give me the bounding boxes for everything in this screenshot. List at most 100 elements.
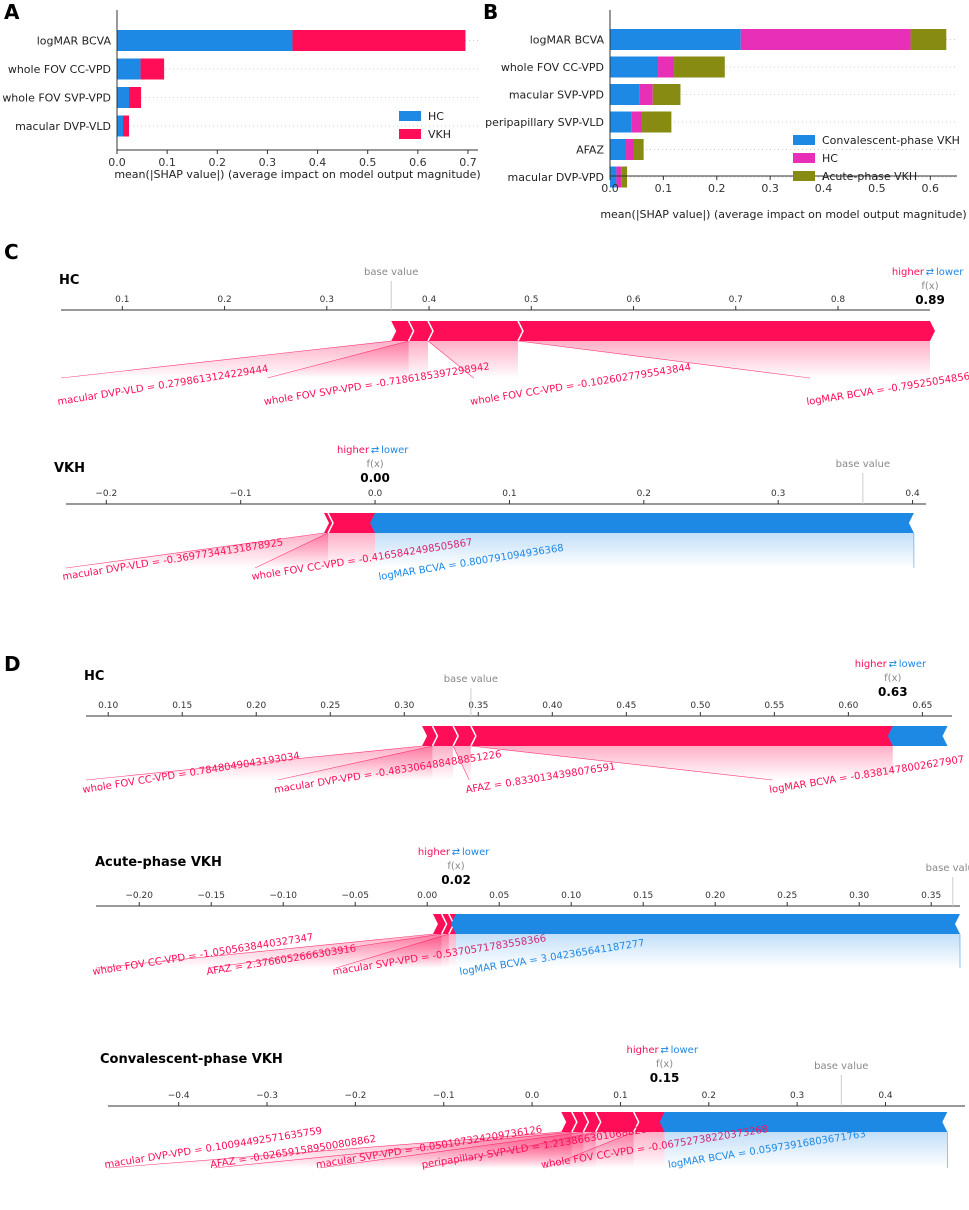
force-tick-label: −0.1	[230, 489, 252, 499]
lower-label: lower	[671, 1045, 699, 1056]
force-tick-label: 0.30	[849, 891, 869, 901]
class-name: HC	[59, 273, 79, 288]
force-plot-d-hc: HC 0.10 0.15 0.20 0.25 0.30 0.35 0.40 0.45 0.50 0.…	[82, 659, 965, 796]
lower-label: lower	[899, 659, 927, 670]
x-axis-label: mean(|SHAP value|) (average impact on mo…	[114, 168, 480, 181]
force-tick-label: 0.7	[729, 295, 743, 305]
chart-a: logMAR BCVA whole FOV CC-VPD whole FOV SVP…	[2, 10, 481, 181]
bar-vkh	[123, 115, 130, 137]
force-segment-red	[428, 321, 523, 341]
force-segment-blue	[887, 726, 948, 746]
label-fan-line	[60, 340, 392, 379]
label-fan-line	[544, 1131, 634, 1169]
force-tick-label: 0.65	[912, 701, 932, 711]
force-segment-red	[432, 726, 459, 746]
bar-hc	[117, 87, 130, 108]
force-tick-label: −0.15	[197, 891, 225, 901]
panel-label-d: D	[4, 652, 21, 676]
force-tick-label: 0.2	[637, 489, 651, 499]
force-segment-red	[324, 513, 334, 533]
label-fan	[470, 746, 893, 780]
force-tick-label: 0.3	[320, 295, 334, 305]
lower-label: lower	[381, 445, 409, 456]
force-tick-label: −0.3	[256, 1091, 278, 1101]
segment-divider	[582, 1111, 590, 1133]
force-tick-label: 0.1	[613, 1091, 627, 1101]
higher-label: higher	[337, 445, 370, 456]
force-tick-label: 0.10	[561, 891, 581, 901]
fx-label: f(x)	[447, 861, 464, 872]
bar-convalescent-phase-vkh	[610, 166, 617, 188]
x-tick-label: 0.4	[309, 156, 327, 169]
force-tick-label: 0.20	[705, 891, 725, 901]
force-tick-label: 0.00	[417, 891, 437, 901]
label-fan	[517, 341, 930, 378]
bar-vkh	[129, 87, 142, 108]
bar-convalescent-phase-vkh	[610, 84, 640, 105]
force-tick-label: 0.50	[690, 701, 710, 711]
force-tick-label: −0.10	[269, 891, 297, 901]
legend-entry: Convalescent-phase VKH	[822, 134, 960, 147]
force-tick-label: 0.35	[468, 701, 488, 711]
force-tick-label: 0.0	[525, 1091, 540, 1101]
label-fan-line	[267, 340, 409, 379]
force-tick-label: 0.1	[115, 295, 129, 305]
label-fan	[456, 934, 960, 968]
fx-label: f(x)	[656, 1059, 673, 1070]
force-tick-label: 0.2	[702, 1091, 716, 1101]
bar-vkh	[140, 58, 165, 80]
bar-hc	[117, 115, 124, 137]
label-fan-line	[517, 340, 811, 379]
bar-convalescent-phase-vkh	[610, 139, 627, 160]
segment-divider	[517, 320, 524, 342]
force-tick-label: −0.4	[168, 1091, 190, 1101]
x-tick-label: 0.5	[359, 156, 377, 169]
base-value-label: base value	[444, 674, 498, 685]
label-fan-line	[85, 745, 423, 781]
x-tick-label: 0.3	[761, 182, 779, 195]
segment-divider	[452, 725, 459, 747]
force-tick-label: −0.05	[341, 891, 369, 901]
panel-label-c: C	[4, 240, 19, 264]
force-segment-red	[422, 726, 438, 746]
force-tick-label: 0.6	[626, 295, 641, 305]
category-label: macular DVP-VPD	[508, 171, 604, 184]
label-fan-line	[335, 933, 449, 969]
label-fan	[336, 934, 456, 968]
x-tick-label: 0.1	[655, 182, 673, 195]
category-label: whole FOV CC-VPD	[8, 63, 111, 76]
force-tick-label: 0.4	[878, 1091, 893, 1101]
label-fan-line	[65, 532, 325, 569]
force-tick-label: 0.35	[921, 891, 941, 901]
x-tick-label: 0.2	[708, 182, 726, 195]
force-tick-label: 0.5	[524, 295, 538, 305]
label-fan	[375, 533, 914, 568]
force-tick-label: 0.0	[368, 489, 383, 499]
force-tick-label: 0.3	[771, 489, 785, 499]
x-tick-label: 0.5	[868, 182, 886, 195]
chart-b: logMAR BCVA whole FOV CC-VPD macular SVP-V…	[485, 10, 967, 221]
force-tick-label: 0.05	[489, 891, 509, 901]
legend-swatch	[399, 129, 421, 139]
force-tick-label: 0.15	[172, 701, 192, 711]
segment-divider	[440, 913, 448, 935]
force-tick-label: 0.3	[790, 1091, 804, 1101]
higher-lower-arrow-icon: ⇄	[660, 1045, 668, 1056]
force-tick-label: 0.15	[633, 891, 653, 901]
lower-label: lower	[462, 847, 490, 858]
force-tick-label: 0.8	[831, 295, 846, 305]
label-fan-line	[470, 745, 773, 781]
bar-convalescent-phase-vkh	[610, 111, 632, 133]
legend-swatch	[793, 171, 815, 181]
segment-divider	[470, 725, 477, 747]
legend-entry: Acute-phase VKH	[822, 170, 917, 183]
label-fan	[544, 1132, 665, 1168]
x-tick-label: 0.6	[409, 156, 427, 169]
force-plot-c-hc: HC 0.1 0.2 0.3 0.4 0.5 0.6 0.7 0.8 base value high…	[57, 267, 969, 408]
legend-swatch	[793, 153, 815, 163]
label-fan-line	[213, 1131, 572, 1169]
panel-label-a: A	[4, 0, 20, 24]
force-tick-label: 0.20	[246, 701, 266, 711]
force-segment-red	[633, 1112, 670, 1132]
force-tick-label: −0.2	[344, 1091, 366, 1101]
